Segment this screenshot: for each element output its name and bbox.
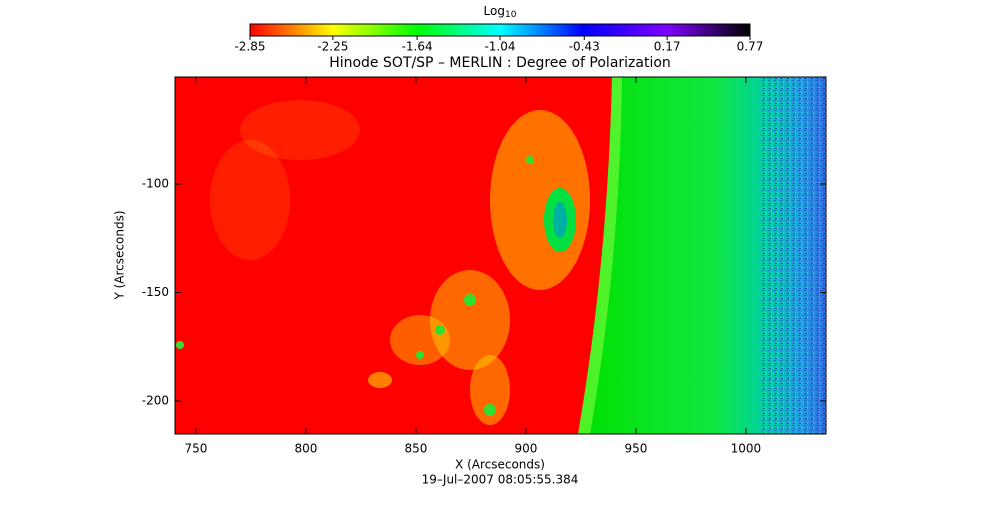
colorbar-tick-label: -1.64 [402,40,433,54]
colorbar-tick-label: 0.77 [737,40,764,54]
x-tick-label: 750 [184,442,207,456]
y-tick-label: -200 [142,394,169,408]
chart-title: Hinode SOT/SP – MERLIN : Degree of Polar… [329,55,671,71]
colorbar-label-subscript: 10 [505,10,517,20]
x-tick-label: 950 [624,442,647,456]
colorbar-label: Log10 [484,4,517,20]
colorbar-label-text: Log [484,4,505,18]
colorbar-tick-label: -0.43 [569,40,600,54]
colorbar-tick-label: -2.25 [317,40,348,54]
axes-frame [174,76,827,435]
x-tick-label: 800 [294,442,317,456]
polarization-image [175,77,826,434]
colorbar-tick-label: 0.17 [654,40,681,54]
x-tick-label: 900 [514,442,537,456]
colorbar-tick-label: -2.85 [234,40,265,54]
y-tick-label: -100 [142,176,169,190]
date-label: 19–Jul–2007 08:05:55.384 [422,473,579,487]
x-tick-label: 1000 [731,442,762,456]
x-tick-label: 850 [404,442,427,456]
colorbar [249,23,751,37]
y-tick-label: -150 [142,285,169,299]
y-axis-label: Y (Arcseconds) [113,210,127,300]
x-axis-label: X (Arcseconds) [455,458,545,472]
colorbar-tick-label: -1.04 [484,40,515,54]
